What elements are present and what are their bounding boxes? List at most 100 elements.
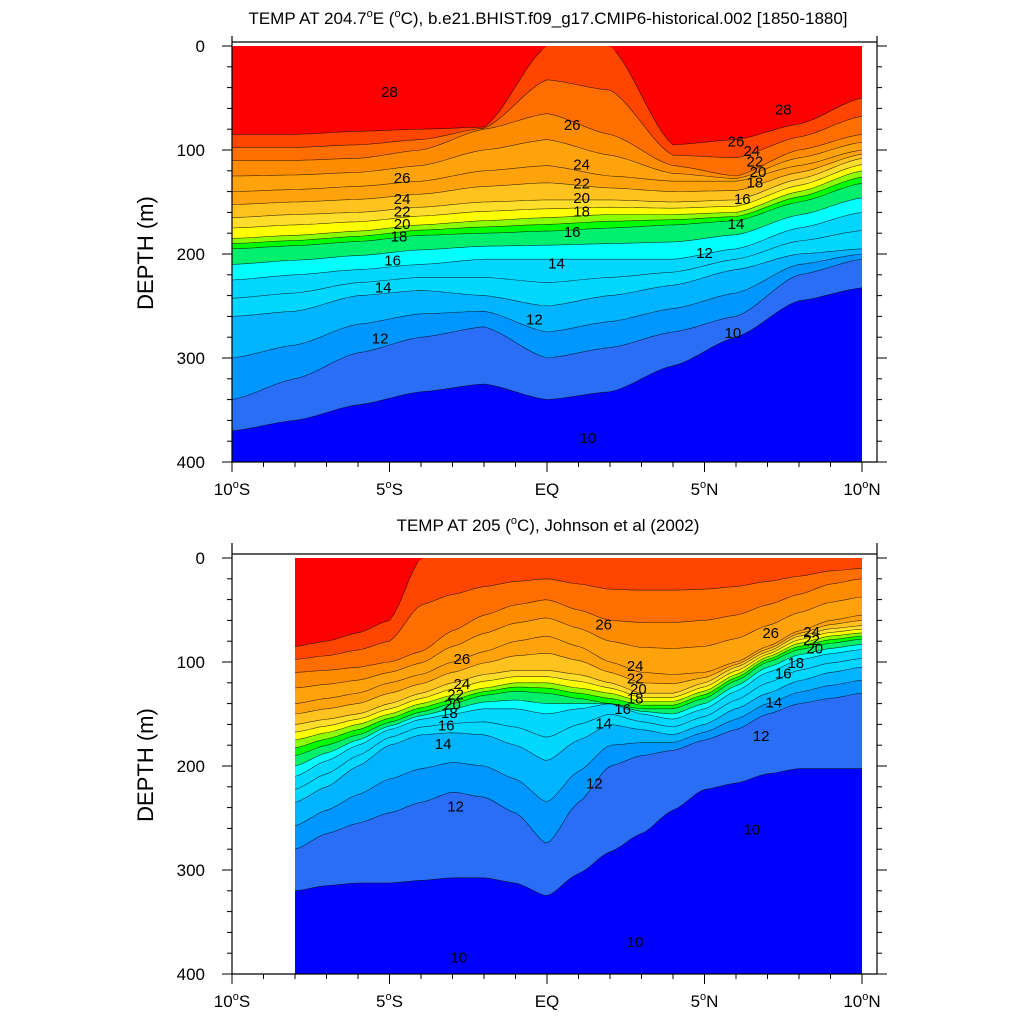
contour-label: 24 xyxy=(627,658,644,675)
contour-label: 14 xyxy=(548,255,565,272)
x-tick-label: 10oN xyxy=(843,479,880,499)
y-tick-label: 200 xyxy=(177,245,205,264)
contour-label: 24 xyxy=(743,143,760,160)
panel-1-y-axis-label: DEPTH (m) xyxy=(133,196,158,310)
contour-label: 22 xyxy=(747,153,764,170)
isotherm-19 xyxy=(232,176,863,244)
contour-label: 22 xyxy=(627,671,644,688)
contour-label: 26 xyxy=(728,134,745,151)
isotherm-18 xyxy=(295,638,863,756)
contour-label: 10 xyxy=(725,325,742,342)
isotherm-21 xyxy=(295,628,863,733)
isotherm-22 xyxy=(295,625,863,725)
contour-label: 28 xyxy=(381,84,398,101)
isotherm-14 xyxy=(295,666,863,803)
isotherm-16 xyxy=(295,649,863,777)
x-tick-label: 5oN xyxy=(691,991,719,1011)
contour-label: 20 xyxy=(394,216,411,233)
contour-label: 16 xyxy=(564,224,581,241)
isotherm-13 xyxy=(295,679,863,827)
isotherm-26 xyxy=(295,578,863,673)
isotherm-20 xyxy=(232,170,863,239)
panel-1-frame xyxy=(231,36,878,463)
y-tick-label: 100 xyxy=(177,141,205,160)
contour-label: 12 xyxy=(447,799,464,816)
isotherm-27 xyxy=(232,79,863,159)
contour-label: 16 xyxy=(775,665,792,682)
contour-label: 26 xyxy=(564,117,581,134)
isotherm-26 xyxy=(232,113,863,177)
band-above-28 xyxy=(232,46,862,145)
contour-label: 14 xyxy=(765,695,782,712)
isotherm-14 xyxy=(232,248,863,317)
contour-label: 22 xyxy=(447,686,464,703)
isotherm-27 xyxy=(295,568,863,660)
contour-label: 18 xyxy=(787,655,804,672)
contour-label: 18 xyxy=(747,174,764,191)
isotherm-20 xyxy=(295,632,863,741)
contour-label: 20 xyxy=(806,640,823,657)
contour-label: 12 xyxy=(526,312,543,329)
contour-label: 14 xyxy=(595,715,612,732)
contour-label: 22 xyxy=(573,175,590,192)
contour-label: 14 xyxy=(728,216,745,233)
contour-label: 10 xyxy=(743,821,760,838)
y-tick-label: 300 xyxy=(177,349,205,368)
x-tick-label: 10oN xyxy=(843,991,880,1011)
y-tick-label: 400 xyxy=(177,453,205,472)
x-tick-label: EQ xyxy=(535,992,560,1011)
panel-2-y-axis-label: DEPTH (m) xyxy=(133,708,158,822)
contour-label: 26 xyxy=(394,170,411,187)
isotherm-11 xyxy=(232,287,863,432)
contour-label: 10 xyxy=(580,430,597,447)
isotherm-23 xyxy=(232,153,863,205)
isotherm-21 xyxy=(232,164,863,229)
x-tick-label: EQ xyxy=(535,480,560,499)
panel-2-frame xyxy=(231,543,878,975)
contour-label: 20 xyxy=(444,697,461,714)
contour-label: 24 xyxy=(803,624,820,641)
contour-label: 24 xyxy=(454,676,471,693)
contour-label: 16 xyxy=(734,191,751,208)
band-above-27 xyxy=(295,558,862,660)
isotherm-25 xyxy=(295,596,863,689)
contour-label: 12 xyxy=(753,728,770,745)
x-tick-label: 10oS xyxy=(214,479,250,499)
panel-1-filled-contours xyxy=(232,46,862,462)
isotherm-15 xyxy=(295,658,863,790)
isotherm-17 xyxy=(232,197,863,265)
isotherm-28 xyxy=(232,49,863,146)
panel-2-ticks: 10oS 5oS EQ 5oN 10oN 0 100 200 300 400 xyxy=(177,549,887,1011)
contour-label: 22 xyxy=(803,632,820,649)
panel-1-contour-lines xyxy=(232,49,863,432)
contour-label: 12 xyxy=(586,776,603,793)
contour-label: 14 xyxy=(375,279,392,296)
contour-label: 16 xyxy=(438,717,455,734)
contour-label: 18 xyxy=(627,690,644,707)
contour-label: 18 xyxy=(391,228,408,245)
contour-label: 10 xyxy=(627,934,644,951)
x-tick-label: 5oS xyxy=(376,479,403,499)
isotherm-22 xyxy=(232,158,863,218)
panel-2: TEMP AT 205 (oC), Johnson et al (2002) 2… xyxy=(133,515,887,1011)
contour-label: 16 xyxy=(614,701,631,718)
isotherm-16 xyxy=(232,212,863,281)
isotherm-11 xyxy=(295,768,862,896)
contour-label: 20 xyxy=(573,190,590,207)
isotherm-24 xyxy=(232,149,863,192)
contour-label: 12 xyxy=(372,330,389,347)
contour-label: 26 xyxy=(454,651,471,668)
isotherm-19 xyxy=(295,635,863,749)
isotherm-12 xyxy=(232,258,863,400)
contour-label: 20 xyxy=(630,681,647,698)
isotherm-25 xyxy=(232,139,863,179)
contour-label: 12 xyxy=(696,245,713,262)
isotherm-24 xyxy=(295,614,863,704)
contour-label: 20 xyxy=(750,164,767,181)
isotherm-17 xyxy=(295,644,863,767)
isotherm-15 xyxy=(232,230,863,299)
panel-2-contour-lines xyxy=(295,561,863,896)
x-tick-label: 5oS xyxy=(376,991,403,1011)
